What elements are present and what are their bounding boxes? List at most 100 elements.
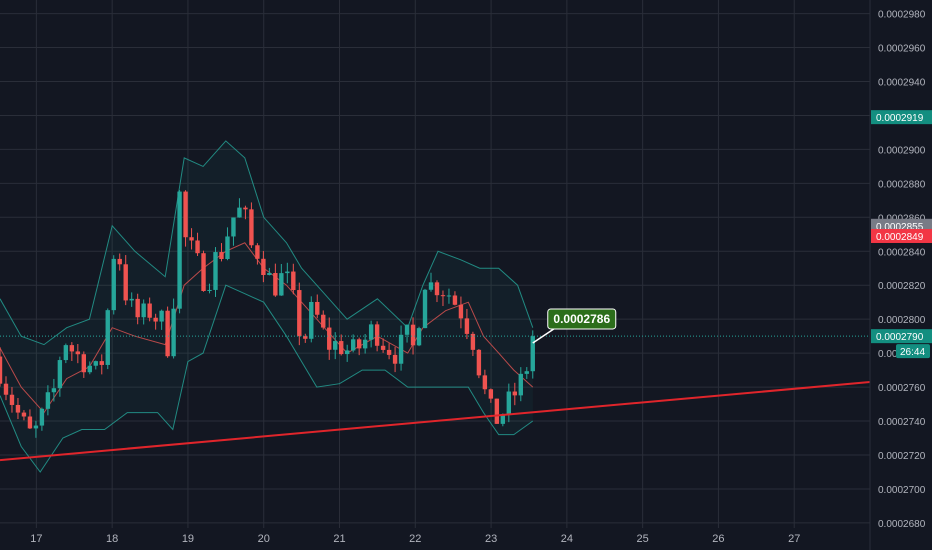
price-tick-label: 0.0002740 xyxy=(878,417,926,428)
price-tick-label: 0.0002720 xyxy=(878,451,926,462)
candle-body xyxy=(225,236,230,260)
time-tick-label: 26 xyxy=(712,533,724,545)
price-tag-label: 0.0002849 xyxy=(876,232,924,243)
candle-body xyxy=(183,191,188,238)
candle-body xyxy=(404,324,410,335)
candle-body xyxy=(45,392,51,409)
countdown-label: 26:44 xyxy=(900,347,925,358)
candle-body xyxy=(177,191,182,309)
candle-body xyxy=(213,252,218,290)
candle-body xyxy=(195,240,200,254)
price-tick-label: 0.0002760 xyxy=(878,383,926,394)
candle-body xyxy=(201,253,206,291)
candle-body xyxy=(291,271,296,291)
candle-body xyxy=(398,334,404,364)
price-tick-label: 0.0002960 xyxy=(878,44,926,55)
callout-box xyxy=(547,308,617,330)
time-tick-label: 25 xyxy=(637,533,649,545)
price-tick-label: 0.0002820 xyxy=(878,281,926,292)
time-tick-label: 22 xyxy=(409,533,421,545)
grid-lines xyxy=(0,0,870,528)
time-tick-label: 20 xyxy=(258,533,270,545)
candle-body xyxy=(494,398,500,424)
time-tick-label: 24 xyxy=(561,533,573,545)
candle-body xyxy=(117,258,122,265)
support-trendline xyxy=(0,380,871,462)
candle-body xyxy=(309,301,314,339)
price-tag-box xyxy=(871,329,932,344)
candle-body xyxy=(321,314,326,328)
candle-body xyxy=(129,298,134,301)
price-tag-label: 0.0002790 xyxy=(876,332,924,343)
candle-body xyxy=(476,349,482,376)
candle-body xyxy=(327,327,332,350)
candle-body xyxy=(464,318,470,334)
candle-body xyxy=(339,341,344,355)
candle-body xyxy=(189,237,194,241)
candle-body xyxy=(57,360,63,389)
candle-body xyxy=(374,324,380,346)
candle-body xyxy=(231,217,236,237)
candle-body xyxy=(344,350,350,355)
price-tick-label: 0.0002980 xyxy=(878,10,926,21)
candle-body xyxy=(243,207,248,210)
candle-body xyxy=(446,295,452,297)
candle-body xyxy=(81,354,86,373)
price-tag-label: 0.0002855 xyxy=(876,222,924,233)
candle-body xyxy=(285,271,290,274)
candle-body xyxy=(506,391,512,415)
candle-body xyxy=(333,341,338,350)
time-tick-label: 21 xyxy=(333,533,345,545)
candles xyxy=(0,190,535,438)
lower-band-line xyxy=(0,284,534,473)
candle-body xyxy=(93,361,98,366)
candle-body xyxy=(27,416,33,429)
candle-body xyxy=(368,324,374,340)
candle-body xyxy=(207,289,212,291)
candle-body xyxy=(392,354,398,364)
price-tick-label: 0.0002680 xyxy=(878,519,926,530)
candle-body xyxy=(51,388,57,393)
candle-body xyxy=(279,273,284,296)
price-tick-label: 0.0002880 xyxy=(878,179,926,190)
candle-body xyxy=(147,303,152,318)
candle-body xyxy=(500,414,506,424)
time-tick-label: 23 xyxy=(485,533,497,545)
time-tick-label: 17 xyxy=(30,533,42,545)
candle-body xyxy=(21,412,27,417)
candle-body xyxy=(261,258,266,276)
candle-body xyxy=(488,389,494,399)
candle-body xyxy=(99,361,104,365)
upper-band-line xyxy=(0,140,534,346)
price-tag-label: 0.0002919 xyxy=(876,113,924,124)
candle-body xyxy=(153,317,158,322)
time-axis[interactable]: 17 18 19 20 21 22 23 24 25 26 27 xyxy=(30,533,800,545)
candle-body xyxy=(440,295,446,297)
candle-body xyxy=(0,356,3,384)
candle-body xyxy=(87,365,92,373)
candle-body xyxy=(105,310,110,365)
countdown-box xyxy=(896,344,930,359)
candle-body xyxy=(524,371,529,374)
candle-body xyxy=(15,404,21,413)
candle-body xyxy=(75,351,81,355)
time-tick-label: 19 xyxy=(182,533,194,545)
candle-body xyxy=(350,339,356,351)
candle-body xyxy=(356,339,362,349)
candle-body xyxy=(315,301,320,315)
candle-body xyxy=(249,209,254,246)
candle-body xyxy=(362,339,368,349)
candle-body xyxy=(159,310,164,322)
overlays: 0.0002786 xyxy=(0,308,871,462)
candle-body xyxy=(135,298,140,318)
candle-body xyxy=(452,295,458,305)
price-tag-box xyxy=(871,110,932,125)
candle-body xyxy=(165,310,170,357)
candle-body xyxy=(530,336,535,372)
time-tick-label: 18 xyxy=(106,533,118,545)
candle-body xyxy=(39,408,45,426)
candle-body xyxy=(141,303,146,318)
